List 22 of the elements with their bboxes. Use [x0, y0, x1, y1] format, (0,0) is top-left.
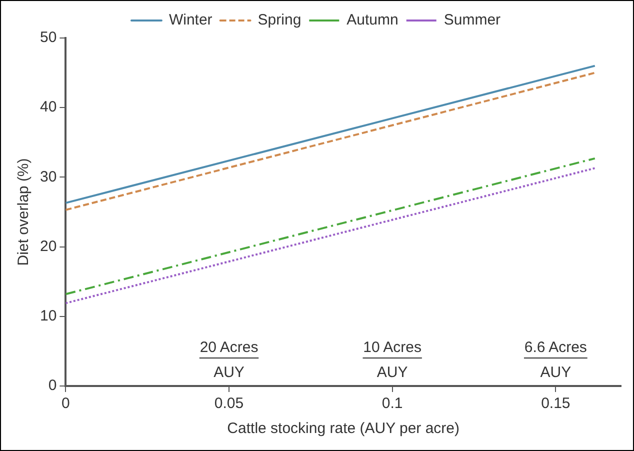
annotation: 20 Acres	[200, 339, 258, 356]
annotation: 6.6 Acres	[524, 339, 587, 356]
annotation: 10 Acres	[363, 339, 422, 356]
x-axis-title: Cattle stocking rate (AUY per acre)	[227, 420, 460, 438]
x-tick-label: 0.1	[382, 395, 403, 412]
annotation: AUY	[376, 364, 408, 382]
y-tick-label: 30	[40, 168, 57, 186]
y-tick-label: 0	[48, 377, 57, 394]
annotation: AUY	[540, 364, 572, 382]
legend-label: Spring	[258, 12, 302, 29]
x-tick-label: 0	[62, 395, 70, 412]
x-tick-label: 0.05	[214, 395, 244, 412]
y-tick-label: 50	[40, 29, 57, 46]
legend-label: Winter	[168, 12, 212, 29]
y-axis-title: Diet overlap (%)	[15, 158, 32, 266]
annotation: AUY	[214, 364, 244, 382]
y-tick-label: 40	[40, 98, 57, 116]
y-tick-label: 10	[40, 308, 57, 325]
x-tick-label: 0.15	[541, 395, 570, 412]
legend-label: Autumn	[346, 12, 398, 29]
legend-label: Summer	[444, 12, 501, 29]
y-tick-label: 20	[40, 238, 57, 255]
